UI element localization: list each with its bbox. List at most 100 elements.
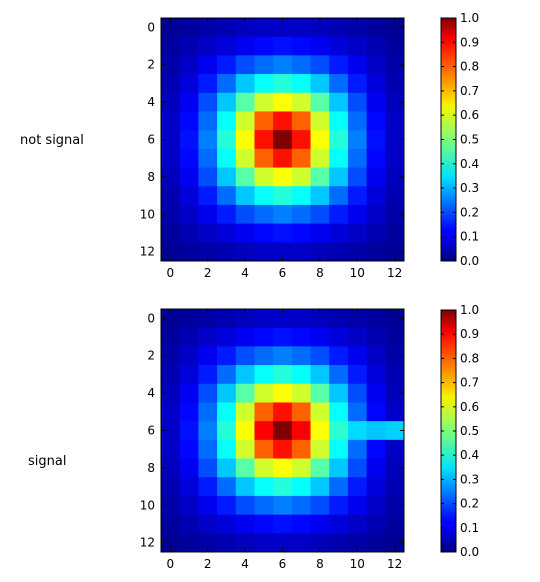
heatmap-cell (310, 148, 330, 168)
heatmap-cell (273, 514, 293, 534)
colorbar-tick-label: 0.4 (460, 448, 479, 462)
heatmap-cell (366, 421, 386, 441)
heatmap-cell (198, 223, 218, 243)
heatmap-cell (179, 495, 199, 516)
heatmap-cell (179, 533, 199, 553)
x-axis-ticks: 0 2 4 6 8 10 12 (167, 309, 402, 571)
heatmap-cell (198, 36, 218, 56)
heatmap-cell (366, 55, 386, 75)
heatmap-cell (254, 327, 274, 347)
heatmap-cell (385, 495, 405, 516)
y-tick-label: 2 (147, 349, 155, 363)
heatmap-cell (329, 204, 349, 225)
heatmap-cell (291, 439, 311, 459)
heatmap-cell (310, 309, 330, 329)
heatmap-cell (217, 92, 237, 112)
heatmap-cell (329, 327, 349, 347)
heatmap-cell (366, 365, 386, 385)
heatmap-cell (366, 74, 386, 94)
x-tick-label: 2 (204, 557, 212, 571)
heatmap-cell (179, 383, 199, 403)
heatmap-cell (310, 495, 330, 516)
heatmap-cell (347, 514, 368, 534)
heatmap-cell (329, 365, 349, 385)
heatmap-cell (385, 365, 405, 385)
heatmap-cell (235, 167, 255, 187)
heatmap-cell (347, 346, 368, 366)
heatmap-cell (366, 111, 386, 131)
heatmap-cell (161, 18, 181, 38)
heatmap-cell (254, 309, 274, 329)
heatmap-cell (198, 533, 218, 553)
heatmap-cell (235, 383, 255, 403)
heatmap-cell (273, 242, 293, 262)
heatmap-cells (161, 18, 405, 262)
heatmap-cell (310, 242, 330, 262)
y-axis-ticks: 0 2 4 6 8 10 12 (140, 311, 404, 550)
heatmap-cell (329, 309, 349, 329)
x-tick-label: 10 (350, 557, 365, 571)
colorbar-tick-label: 0.6 (460, 108, 479, 122)
y-tick-label: 2 (147, 58, 155, 72)
heatmap-cell (310, 365, 330, 385)
x-tick-label: 4 (241, 266, 249, 280)
heatmap-cell (366, 148, 386, 168)
heatmap-cell (291, 495, 311, 516)
heatmap-cell (179, 92, 199, 112)
heatmap-cell (217, 439, 237, 459)
heatmap-cell (291, 111, 311, 131)
y-tick-label: 4 (147, 386, 155, 400)
heatmap-cell (291, 533, 311, 553)
heatmap-cell (179, 167, 199, 187)
heatmap-cell (198, 421, 218, 441)
y-tick-label: 6 (147, 424, 155, 438)
heatmap-cell (366, 383, 386, 403)
heatmap-cell (347, 92, 368, 112)
heatmap-cell (310, 533, 330, 553)
heatmap-cell (217, 458, 237, 478)
heatmap-cell (329, 421, 349, 441)
heatmap-cell (329, 55, 349, 75)
heatmap-cell (217, 111, 237, 131)
heatmap-cell (254, 74, 274, 94)
heatmap-cell (273, 223, 293, 243)
heatmap-cell (217, 130, 237, 150)
heatmap-cell (366, 327, 386, 347)
heatmap-cell (161, 204, 181, 225)
heatmap-cell (366, 458, 386, 478)
heatmap-cell (254, 148, 274, 168)
heatmap-cell (347, 242, 368, 262)
heatmap-cell (329, 130, 349, 150)
heatmap-cell (235, 74, 255, 94)
heatmap-cell (198, 55, 218, 75)
heatmap-panel-not-signal: not signal 0 2 4 6 8 10 12 0 2 4 6 8 10 12 0.0 0.1 0.2… (20, 11, 479, 280)
heatmap-cell (347, 327, 368, 347)
heatmap-cell (385, 204, 405, 225)
heatmap-cell (385, 439, 405, 459)
heatmap-cell (161, 92, 181, 112)
heatmap-cell (366, 346, 386, 366)
colorbar-tick-label: 0.9 (460, 35, 479, 49)
heatmap-cell (179, 18, 199, 38)
x-tick-label: 0 (167, 557, 175, 571)
heatmap-cell (310, 402, 330, 422)
heatmap-cell (161, 402, 181, 422)
heatmap-cell (291, 148, 311, 168)
heatmap-cell (179, 223, 199, 243)
y-axis-ticks: 0 2 4 6 8 10 12 (140, 20, 404, 259)
heatmap-cell (385, 402, 405, 422)
x-tick-label: 10 (350, 266, 365, 280)
heatmap-cell (366, 495, 386, 516)
heatmap-cell (254, 514, 274, 534)
heatmap-cell (161, 309, 181, 329)
heatmap-cell (385, 242, 405, 262)
heatmap-cell (217, 346, 237, 366)
heatmap-cell (291, 74, 311, 94)
colorbar-tick-label: 0.6 (460, 400, 479, 414)
heatmap-cell (273, 186, 293, 206)
heatmap-cell (161, 186, 181, 206)
colorbar-tick-label: 0.3 (460, 472, 479, 486)
heatmap-cell (179, 514, 199, 534)
heatmap-cell (179, 421, 199, 441)
heatmap-cell (385, 36, 405, 56)
